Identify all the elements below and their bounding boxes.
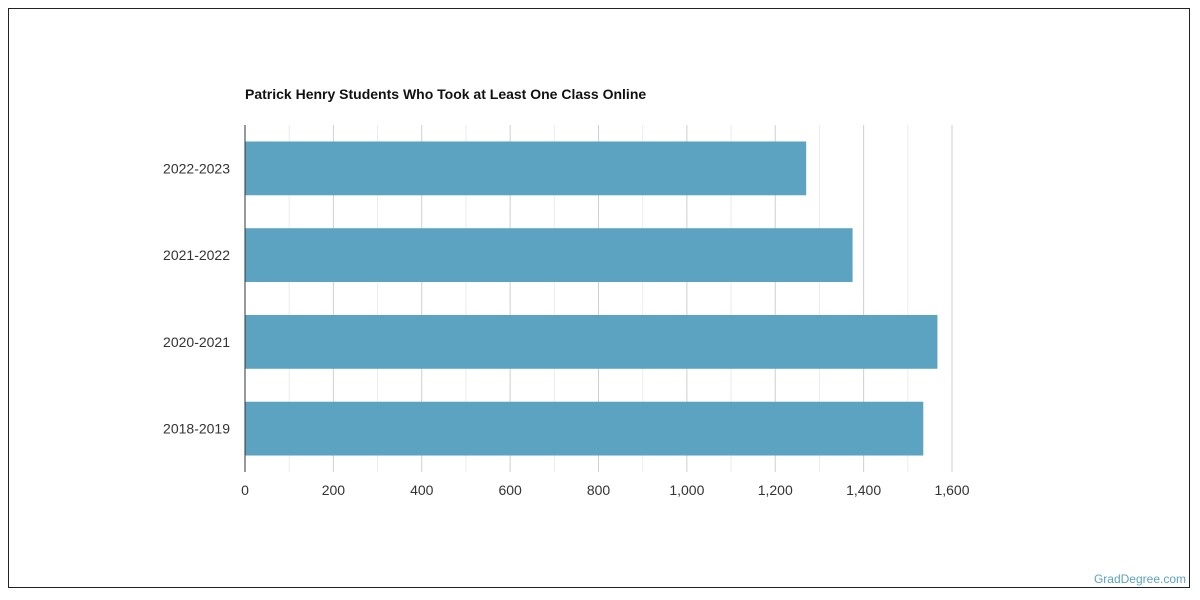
y-tick-label: 2018-2019: [163, 421, 230, 437]
bar: [245, 314, 938, 369]
y-tick-label: 2020-2021: [163, 334, 230, 350]
x-tick-label: 200: [322, 482, 346, 498]
x-tick-label: 1,200: [758, 482, 793, 498]
watermark-link[interactable]: GradDegree.com: [1093, 572, 1186, 586]
x-tick-label: 1,400: [846, 482, 881, 498]
x-tick-label: 1,000: [669, 482, 704, 498]
x-tick-label: 1,600: [934, 482, 969, 498]
x-tick-label: 400: [410, 482, 434, 498]
bar: [245, 141, 807, 196]
y-tick-label: 2022-2023: [163, 160, 230, 176]
chart-title: Patrick Henry Students Who Took at Least…: [245, 86, 647, 102]
y-tick-label: 2021-2022: [163, 247, 230, 263]
x-tick-label: 600: [498, 482, 522, 498]
x-tick-label: 0: [241, 482, 249, 498]
x-tick-label: 800: [587, 482, 611, 498]
bar: [245, 401, 924, 456]
bar: [245, 228, 853, 283]
